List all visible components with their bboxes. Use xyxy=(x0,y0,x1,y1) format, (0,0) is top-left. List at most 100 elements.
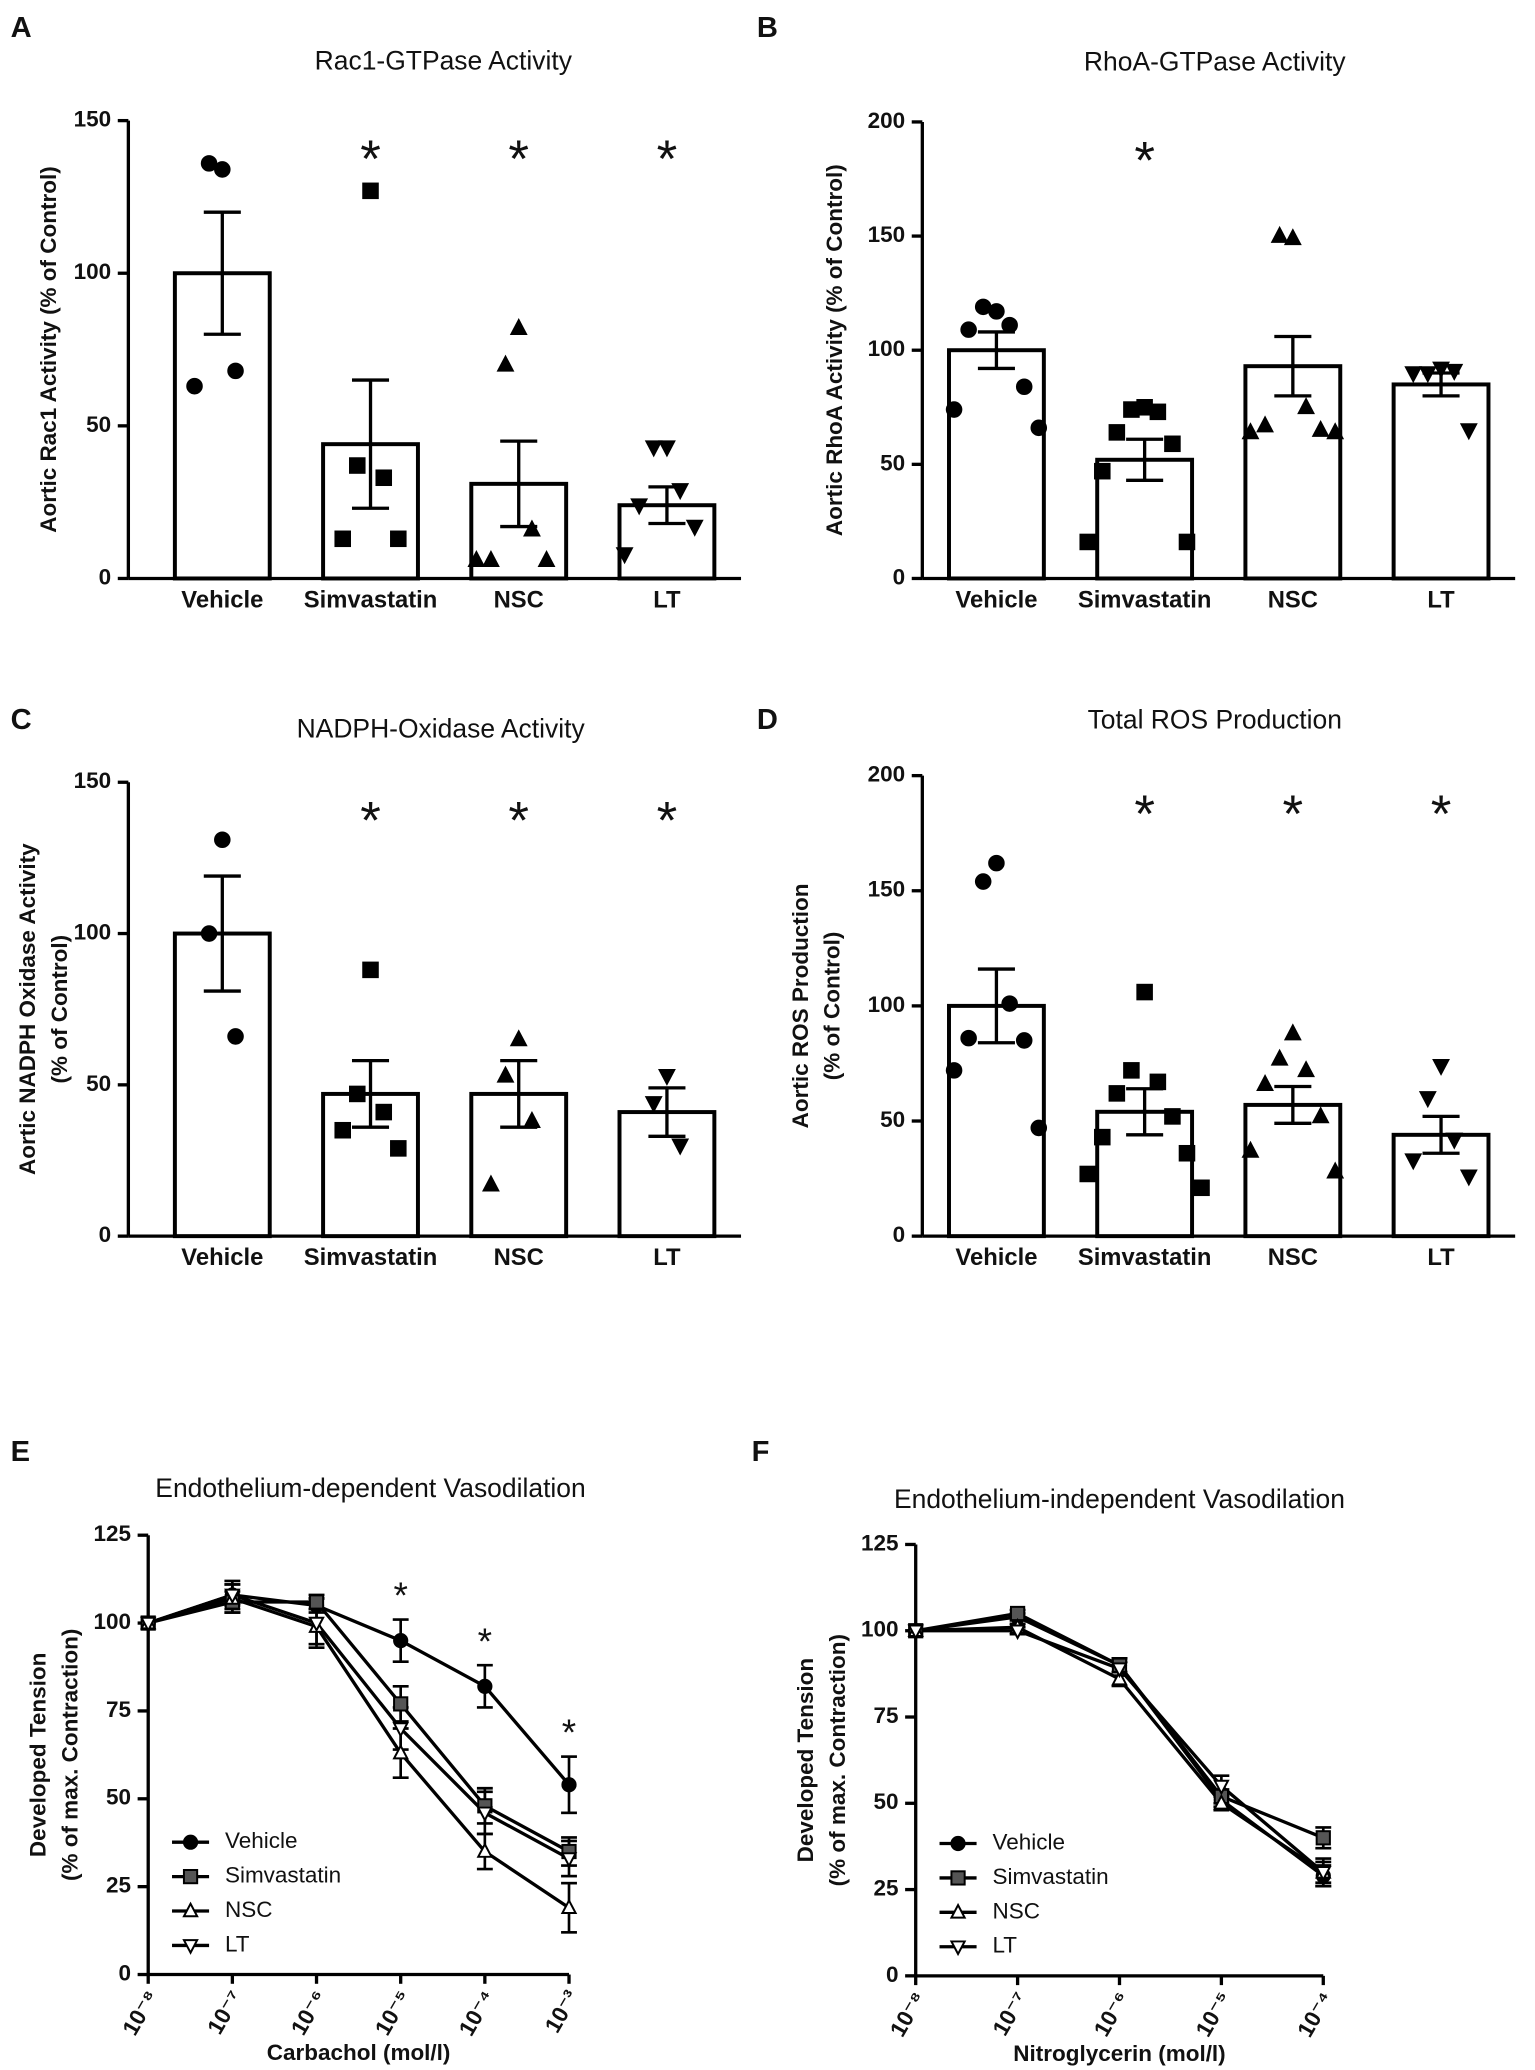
data-point xyxy=(390,1140,407,1157)
data-point xyxy=(392,1722,409,1738)
data-point xyxy=(1445,1132,1464,1150)
data-point xyxy=(907,1624,924,1641)
y-tick-label: 50 xyxy=(86,412,111,437)
y-tick-label: 100 xyxy=(861,1617,899,1642)
data-point xyxy=(1283,228,1302,246)
y-axis-label: (% of Control) xyxy=(47,935,72,1084)
data-point xyxy=(658,1068,676,1086)
y-tick-label: 125 xyxy=(861,1530,899,1555)
x-tick-label: Vehicle xyxy=(181,586,263,613)
y-axis-label: Aortic RhoA Activity (% of Control) xyxy=(822,164,847,536)
significance: * xyxy=(508,792,529,851)
legend-label: LT xyxy=(225,1931,250,1956)
data-point xyxy=(974,298,992,316)
x-tick-label: Vehicle xyxy=(955,1244,1037,1271)
y-tick-label: 50 xyxy=(106,1785,131,1810)
data-point xyxy=(476,1806,494,1823)
data-point xyxy=(945,401,963,418)
y-tick-label: 0 xyxy=(118,1960,131,1985)
data-point xyxy=(509,318,528,335)
data-point xyxy=(375,1103,393,1121)
data-point xyxy=(1459,423,1478,441)
y-tick-label: 150 xyxy=(868,222,906,247)
significance: * xyxy=(360,130,381,189)
x-tick-label: Simvastatin xyxy=(1078,586,1212,613)
y-tick-label: 50 xyxy=(880,1107,905,1132)
data-point xyxy=(214,161,231,178)
panel-letter: E xyxy=(11,1436,30,1468)
data-point xyxy=(537,550,556,567)
data-point xyxy=(1149,403,1167,421)
data-point xyxy=(1164,1108,1181,1125)
y-tick-label: 0 xyxy=(893,564,906,589)
y-tick-label: 150 xyxy=(868,877,906,902)
data-point xyxy=(615,547,634,565)
data-point xyxy=(1459,1169,1478,1187)
data-point xyxy=(334,1121,351,1139)
significance: * xyxy=(360,792,381,851)
data-point xyxy=(186,377,203,395)
legend-marker xyxy=(182,1834,199,1850)
panel-letter: B xyxy=(757,12,778,44)
x-tick-label: NSC xyxy=(1268,1244,1318,1271)
data-point xyxy=(308,1616,325,1633)
legend-marker xyxy=(182,1939,199,1955)
significance: * xyxy=(657,792,678,851)
data-point xyxy=(214,831,231,849)
significance: * xyxy=(1134,131,1155,190)
x-tick-label: LT xyxy=(1427,1244,1455,1271)
data-point xyxy=(1136,983,1153,1001)
y-tick-label: 150 xyxy=(74,107,112,132)
chart-title: Rac1-GTPase Activity xyxy=(315,45,573,75)
y-tick-label: 0 xyxy=(886,1962,899,1987)
data-point xyxy=(390,530,407,548)
data-point xyxy=(393,1633,409,1649)
y-tick-label: 100 xyxy=(74,919,112,944)
legend-label: NSC xyxy=(225,1897,272,1922)
data-point xyxy=(496,354,515,372)
data-point xyxy=(560,1852,578,1868)
significance: * xyxy=(393,1574,407,1616)
data-point xyxy=(1297,1060,1315,1078)
data-point xyxy=(1432,361,1450,379)
legend-label: Simvastatin xyxy=(225,1863,341,1888)
bar xyxy=(617,503,717,581)
x-axis-label: Nitroglycerin (mol/l) xyxy=(1013,2041,1225,2066)
data-point xyxy=(200,925,218,942)
data-point xyxy=(1315,1830,1331,1846)
data-point xyxy=(1094,462,1111,480)
bar xyxy=(1391,382,1491,581)
y-tick-label: 100 xyxy=(868,336,906,361)
legend-label: Vehicle xyxy=(992,1829,1065,1854)
data-point xyxy=(1270,1048,1289,1066)
significance: * xyxy=(1431,785,1452,844)
data-point xyxy=(1111,1662,1128,1679)
legend-label: NSC xyxy=(992,1898,1039,1923)
y-tick-label: 100 xyxy=(93,1609,131,1634)
x-tick-label: LT xyxy=(1427,586,1455,613)
data-point xyxy=(1326,1161,1345,1179)
y-axis-label: (% of max. Contraction) xyxy=(57,1629,82,1881)
panel-letter: A xyxy=(11,12,32,44)
legend-marker xyxy=(949,1940,967,1957)
data-point xyxy=(671,483,690,501)
data-point xyxy=(974,873,992,890)
legend-marker xyxy=(949,1902,967,1919)
y-axis-label: (% of Control) xyxy=(820,932,845,1081)
x-tick-label: Simvastatin xyxy=(304,586,438,613)
chart-title: NADPH-Oxidase Activity xyxy=(297,714,586,744)
data-point xyxy=(482,550,500,567)
series-line xyxy=(147,1593,570,1860)
legend-marker xyxy=(182,1901,199,1918)
data-point xyxy=(393,1696,409,1712)
data-point xyxy=(1001,316,1018,334)
chart-title: Total ROS Production xyxy=(1088,704,1342,734)
y-tick-label: 150 xyxy=(74,768,112,793)
data-point xyxy=(349,457,366,474)
data-point xyxy=(644,1096,663,1114)
data-point xyxy=(477,1678,493,1694)
data-point xyxy=(1015,1032,1033,1049)
data-point xyxy=(1241,422,1260,440)
y-tick-label: 0 xyxy=(893,1222,906,1247)
